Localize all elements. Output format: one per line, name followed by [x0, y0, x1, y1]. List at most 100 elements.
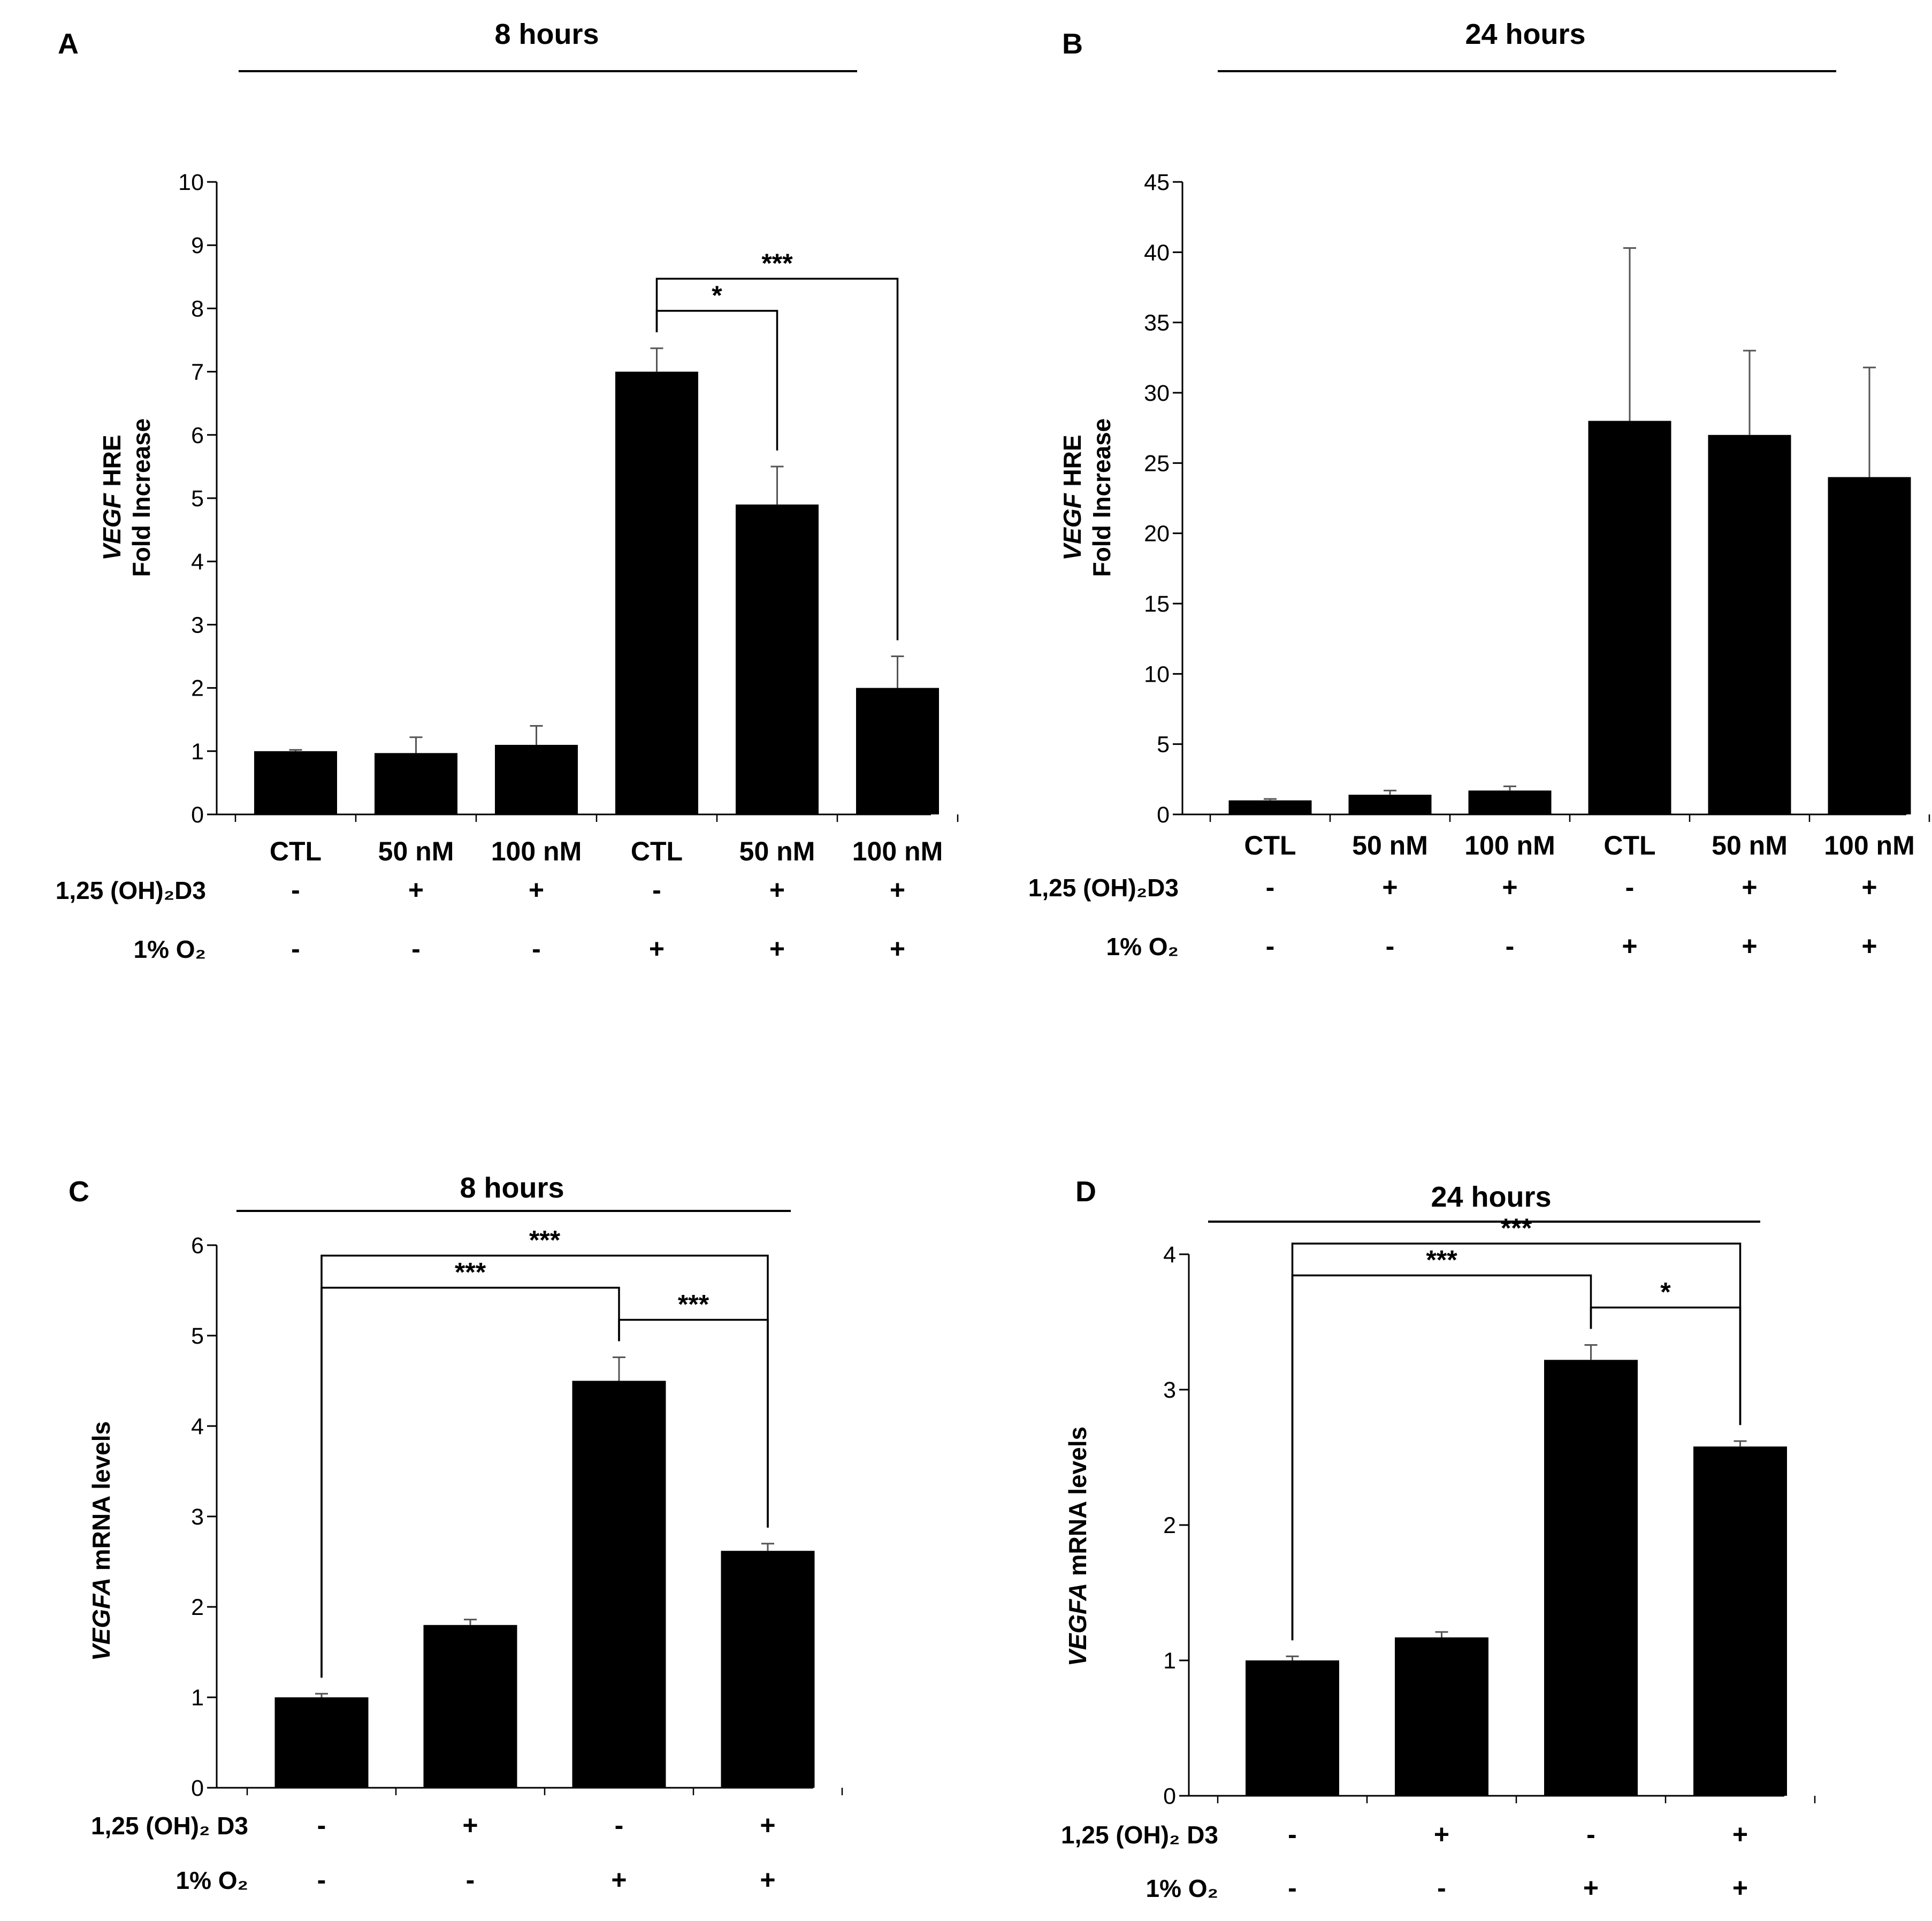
y-tick-label: 4: [191, 549, 204, 575]
y-tick-label: 6: [191, 1233, 204, 1259]
condition-mark: +: [760, 1865, 775, 1895]
condition-mark: +: [1434, 1819, 1449, 1849]
error-bar: [409, 736, 423, 753]
condition-mark: +: [1742, 872, 1757, 902]
y-tick-label: 0: [1163, 1783, 1176, 1809]
significance-label: ***: [1501, 1213, 1532, 1243]
bar: [1228, 800, 1312, 814]
condition-mark: +: [1583, 1873, 1599, 1903]
condition-mark: -: [1506, 931, 1515, 961]
error-bar: [891, 655, 904, 688]
significance-bracket: ***: [320, 1225, 769, 1678]
condition-mark: +: [462, 1810, 478, 1840]
significance-bracket: ***: [655, 248, 899, 641]
significance-brackets: *******: [1291, 1213, 1742, 1641]
bracket-line: [1291, 1242, 1742, 1641]
significance-label: ***: [761, 248, 793, 278]
category-label: 100 nM: [491, 836, 582, 866]
condition-mark: -: [1288, 1873, 1297, 1903]
error-bar: [1286, 1655, 1299, 1660]
condition-mark: +: [529, 875, 544, 905]
condition-mark: -: [1288, 1819, 1297, 1849]
y-tick-label: 0: [1157, 802, 1170, 828]
y-tick-label: 40: [1144, 240, 1170, 265]
time-title: 8 hours: [460, 1172, 564, 1204]
category-label: 100 nM: [1464, 830, 1555, 860]
panel-d: D 24 hours 0 1 2 3 4 1,25 (OH)₂ D3 1% O₂ - + - + - - + +…: [1061, 1176, 1816, 1903]
category-label: CTL: [270, 836, 322, 866]
time-title: 24 hours: [1465, 18, 1585, 50]
condition-mark: +: [611, 1865, 627, 1895]
condition-mark: -: [1266, 931, 1275, 961]
category-label: 50 nM: [378, 836, 454, 866]
y-tick-label: 6: [191, 423, 204, 448]
y-tick-label: 1: [1163, 1648, 1176, 1674]
bar: [1246, 1660, 1339, 1796]
y-tick-label: 4: [191, 1414, 204, 1439]
bar: [254, 751, 337, 814]
condition-mark: +: [1502, 872, 1517, 902]
condition-mark: +: [1861, 931, 1877, 961]
error-bar: [1623, 247, 1636, 421]
y-axis-label-text: mRNA levels: [1064, 1427, 1091, 1583]
y-tick-label: 20: [1144, 521, 1170, 547]
bracket-line: [655, 278, 899, 641]
row-label-vitd: 1,25 (OH)₂ D3: [91, 1812, 248, 1840]
error-bar: [1264, 798, 1277, 801]
y-tick-label: 15: [1144, 591, 1170, 617]
error-bar: [315, 1693, 328, 1697]
error-bar: [530, 725, 543, 745]
category-label: CTL: [631, 836, 683, 866]
y-tick-label: 5: [191, 486, 204, 512]
condition-mark: +: [1742, 931, 1757, 961]
row-label-oxygen: 1% O₂: [134, 935, 206, 963]
y-axis-label-line2: Fold Increase: [127, 418, 155, 577]
bar: [274, 1697, 369, 1788]
y-tick-label: 45: [1144, 170, 1170, 195]
error-bar: [1734, 1440, 1747, 1447]
error-bar: [1435, 1631, 1448, 1637]
y-axis-label: VEGF HRE: [1058, 434, 1086, 560]
condition-mark: -: [411, 934, 421, 964]
y-axis-label-text: HRE: [98, 434, 126, 493]
y-tick-label: 0: [191, 1775, 204, 1801]
y-tick-label: 10: [178, 170, 204, 195]
y-axis-label: VEGFA mRNA levels: [87, 1421, 115, 1661]
bar: [1693, 1446, 1787, 1796]
condition-mark: -: [291, 875, 300, 905]
bar: [856, 688, 939, 814]
y-tick-label: 10: [1144, 661, 1170, 687]
bar: [1708, 434, 1791, 814]
condition-mark: +: [1732, 1873, 1748, 1903]
condition-mark: +: [408, 875, 424, 905]
condition-mark: -: [1586, 1819, 1595, 1849]
y-axis-label-gene: VEGF: [1058, 492, 1086, 560]
y-tick-label: 2: [1163, 1513, 1176, 1538]
y-tick-label: 2: [191, 676, 204, 702]
bar: [736, 504, 819, 814]
condition-mark: -: [317, 1865, 326, 1895]
condition-mark: -: [466, 1865, 475, 1895]
time-title: 24 hours: [1431, 1181, 1551, 1213]
y-tick-label: 1: [191, 1685, 204, 1711]
y-tick-label: 9: [191, 233, 204, 258]
significance-bracket: ***: [1291, 1213, 1742, 1641]
y-tick-label: 5: [1157, 732, 1170, 758]
condition-mark: +: [760, 1810, 775, 1840]
bar: [1544, 1360, 1638, 1796]
condition-mark: +: [1732, 1819, 1748, 1849]
row-label-oxygen: 1% O₂: [176, 1866, 248, 1894]
condition-mark: +: [890, 875, 905, 905]
error-bar: [613, 1356, 625, 1381]
row-label-oxygen: 1% O₂: [1106, 933, 1179, 960]
category-label: CTL: [1603, 830, 1655, 860]
y-tick-label: 35: [1144, 310, 1170, 336]
condition-mark: -: [1625, 872, 1635, 902]
bar: [1468, 790, 1552, 814]
condition-mark: +: [769, 875, 785, 905]
error-bar: [770, 466, 784, 505]
bar: [721, 1551, 815, 1788]
y-axis-label-gene: VEGFA: [87, 1577, 115, 1661]
row-label-oxygen: 1% O₂: [1146, 1874, 1218, 1902]
